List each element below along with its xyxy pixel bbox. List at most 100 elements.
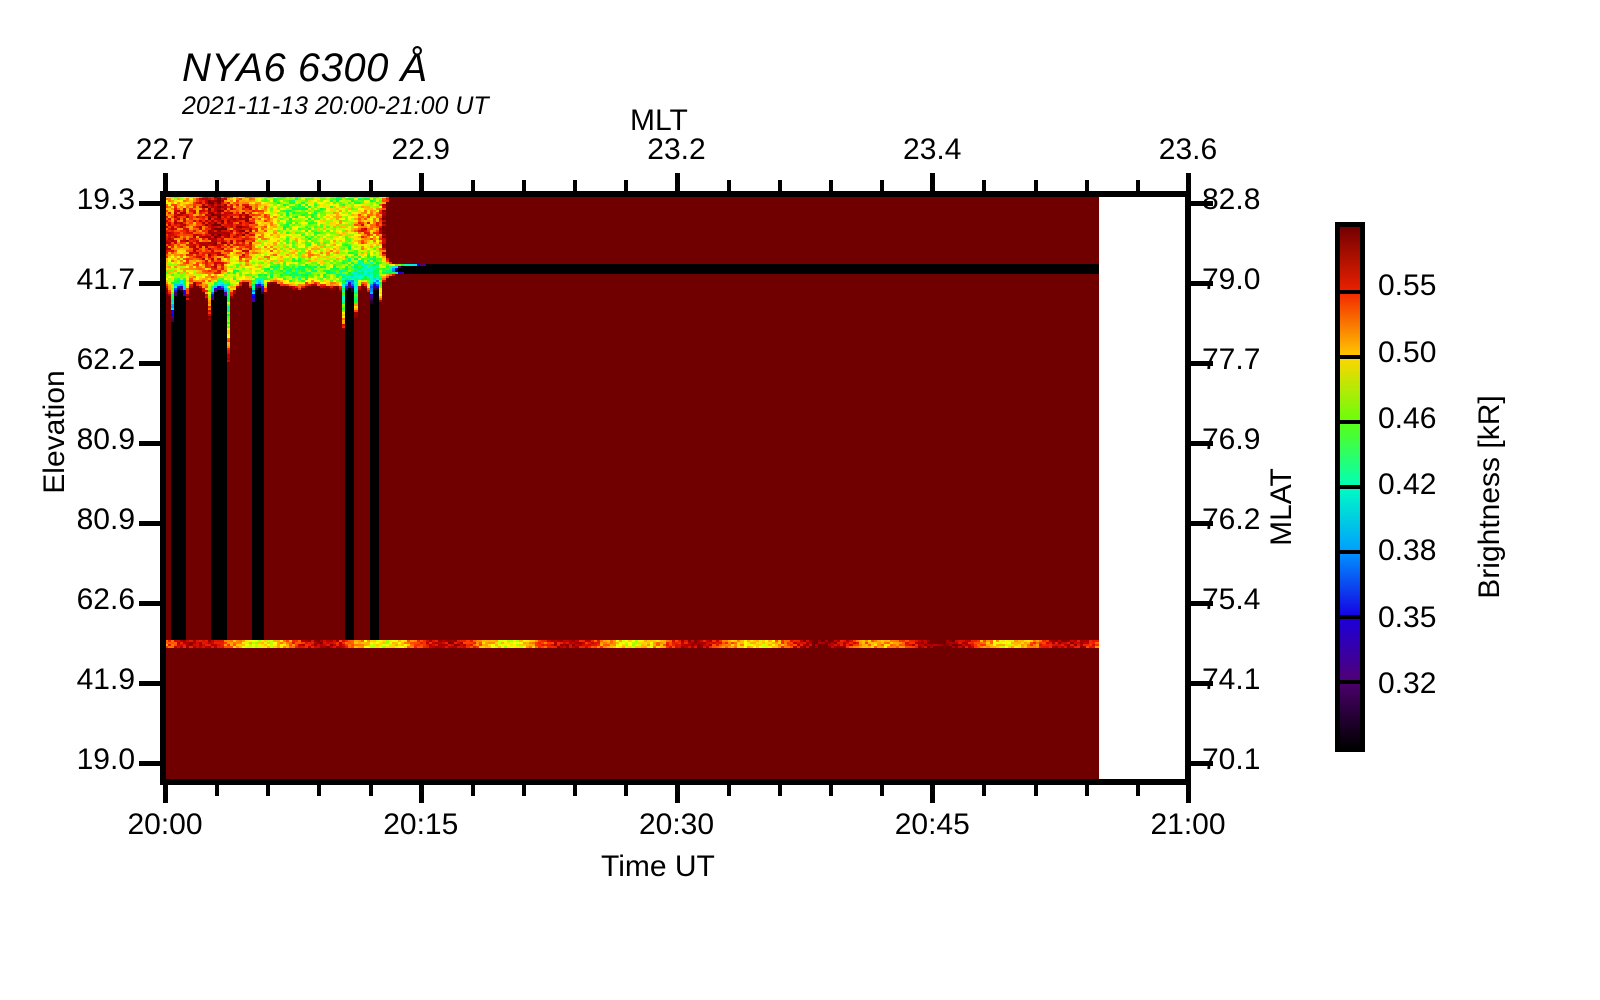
tick-label-left-3: 80.9 xyxy=(76,422,135,456)
tick-top-minor-2 xyxy=(266,180,271,191)
tick-top-minor-12 xyxy=(777,180,782,191)
right-axis-line xyxy=(1185,191,1191,785)
tick-top-minor-16 xyxy=(982,180,987,191)
tick-bottom-minor-19 xyxy=(1135,785,1140,796)
tick-left-1 xyxy=(139,280,161,286)
top-axis-line xyxy=(165,191,1191,197)
tick-bottom-minor-14 xyxy=(880,785,885,796)
tick-label-left-7: 19.0 xyxy=(76,742,135,776)
tick-right-4 xyxy=(1191,520,1213,526)
tick-label-left-2: 62.2 xyxy=(76,343,135,376)
tick-top-minor-14 xyxy=(880,180,885,191)
tick-label-bottom-3: 20:45 xyxy=(894,808,970,841)
tick-top-3 xyxy=(930,173,936,191)
colorbar-divider-7 xyxy=(1340,680,1360,684)
colorbar-tick-label-3: 0.42 xyxy=(1378,468,1437,501)
tick-label-right-0: 82.8 xyxy=(1202,183,1261,217)
tick-label-left-4: 80.9 xyxy=(76,502,135,536)
tick-label-top-0: 22.7 xyxy=(135,133,195,166)
tick-label-top-3: 23.4 xyxy=(903,133,962,166)
tick-bottom-minor-11 xyxy=(726,785,731,796)
tick-bottom-minor-18 xyxy=(1084,785,1089,796)
tick-label-bottom-2: 20:30 xyxy=(638,808,715,841)
tick-label-left-1: 41.7 xyxy=(76,262,135,296)
tick-top-1 xyxy=(418,173,424,191)
colorbar-divider-3 xyxy=(1340,420,1360,424)
colorbar-tick-label-6: 0.32 xyxy=(1378,666,1437,700)
tick-top-4 xyxy=(1186,173,1191,191)
tick-left-6 xyxy=(139,680,161,686)
tick-bottom-minor-6 xyxy=(470,785,475,796)
tick-bottom-minor-8 xyxy=(573,785,578,796)
colorbar-segment-5 xyxy=(1340,552,1360,617)
colorbar xyxy=(1335,222,1365,752)
colorbar-tick-label-4: 0.38 xyxy=(1378,534,1437,568)
tick-label-right-2: 77.7 xyxy=(1202,343,1261,376)
tick-label-top-2: 23.2 xyxy=(647,133,706,166)
tick-label-bottom-0: 20:00 xyxy=(127,808,203,841)
tick-label-left-6: 41.9 xyxy=(76,662,135,696)
tick-top-0 xyxy=(163,173,168,191)
tick-label-left-0: 19.3 xyxy=(76,183,135,217)
tick-right-5 xyxy=(1191,600,1213,606)
tick-top-minor-3 xyxy=(317,180,322,191)
tick-bottom-minor-4 xyxy=(368,785,373,796)
colorbar-segment-1 xyxy=(1340,292,1360,357)
tick-label-bottom-1: 20:15 xyxy=(383,808,459,841)
tick-right-2 xyxy=(1191,361,1213,366)
tick-bottom-minor-9 xyxy=(624,785,629,796)
tick-top-minor-19 xyxy=(1135,180,1140,191)
colorbar-segment-6 xyxy=(1340,617,1360,682)
colorbar-divider-4 xyxy=(1340,485,1360,489)
keogram-image xyxy=(165,196,1188,782)
tick-bottom-minor-7 xyxy=(522,785,527,796)
colorbar-divider-6 xyxy=(1340,615,1360,619)
tick-right-0 xyxy=(1191,201,1213,207)
tick-left-7 xyxy=(139,760,161,766)
tick-bottom-0 xyxy=(163,785,168,803)
tick-top-minor-8 xyxy=(573,180,578,191)
tick-bottom-minor-17 xyxy=(1033,785,1038,796)
colorbar-tick-label-5: 0.35 xyxy=(1378,600,1437,634)
tick-top-2 xyxy=(674,173,680,191)
tick-label-right-5: 75.4 xyxy=(1202,582,1261,616)
right-axis-title: MLAT xyxy=(1265,468,1298,546)
page-title: NYA6 6300 Å xyxy=(182,46,428,90)
tick-bottom-1 xyxy=(418,785,424,803)
left-axis-line xyxy=(160,191,166,785)
tick-right-7 xyxy=(1191,760,1213,766)
tick-right-1 xyxy=(1191,280,1213,286)
tick-top-minor-9 xyxy=(624,180,629,191)
colorbar-tick-label-1: 0.50 xyxy=(1378,335,1437,369)
tick-bottom-minor-13 xyxy=(828,785,833,796)
tick-bottom-minor-1 xyxy=(215,785,220,796)
tick-label-left-5: 62.6 xyxy=(76,582,135,616)
colorbar-tick-label-0: 0.55 xyxy=(1378,269,1437,303)
tick-top-minor-1 xyxy=(215,180,220,191)
tick-right-6 xyxy=(1191,680,1213,686)
top-axis-title: MLT xyxy=(630,104,688,137)
tick-bottom-3 xyxy=(930,785,936,803)
bottom-axis-line xyxy=(165,779,1191,785)
keogram-plot-area xyxy=(165,196,1188,782)
tick-top-minor-18 xyxy=(1084,180,1089,191)
colorbar-segment-4 xyxy=(1340,487,1360,552)
tick-bottom-4 xyxy=(1186,785,1191,803)
tick-label-right-4: 76.2 xyxy=(1202,502,1261,536)
tick-label-top-1: 22.9 xyxy=(391,133,450,166)
tick-label-right-6: 74.1 xyxy=(1202,662,1261,696)
tick-top-minor-4 xyxy=(368,180,373,191)
colorbar-segment-2 xyxy=(1340,357,1360,422)
tick-label-top-4: 23.6 xyxy=(1158,133,1218,166)
tick-left-2 xyxy=(139,361,161,366)
tick-label-right-7: 70.1 xyxy=(1202,742,1261,776)
tick-bottom-minor-16 xyxy=(982,785,987,796)
colorbar-divider-2 xyxy=(1340,355,1360,359)
colorbar-divider-5 xyxy=(1340,550,1360,554)
tick-top-minor-17 xyxy=(1033,180,1038,191)
tick-right-3 xyxy=(1191,440,1213,446)
colorbar-segment-0 xyxy=(1340,227,1360,292)
tick-bottom-minor-12 xyxy=(777,785,782,796)
tick-top-minor-13 xyxy=(828,180,833,191)
tick-label-bottom-4: 21:00 xyxy=(1150,808,1226,841)
